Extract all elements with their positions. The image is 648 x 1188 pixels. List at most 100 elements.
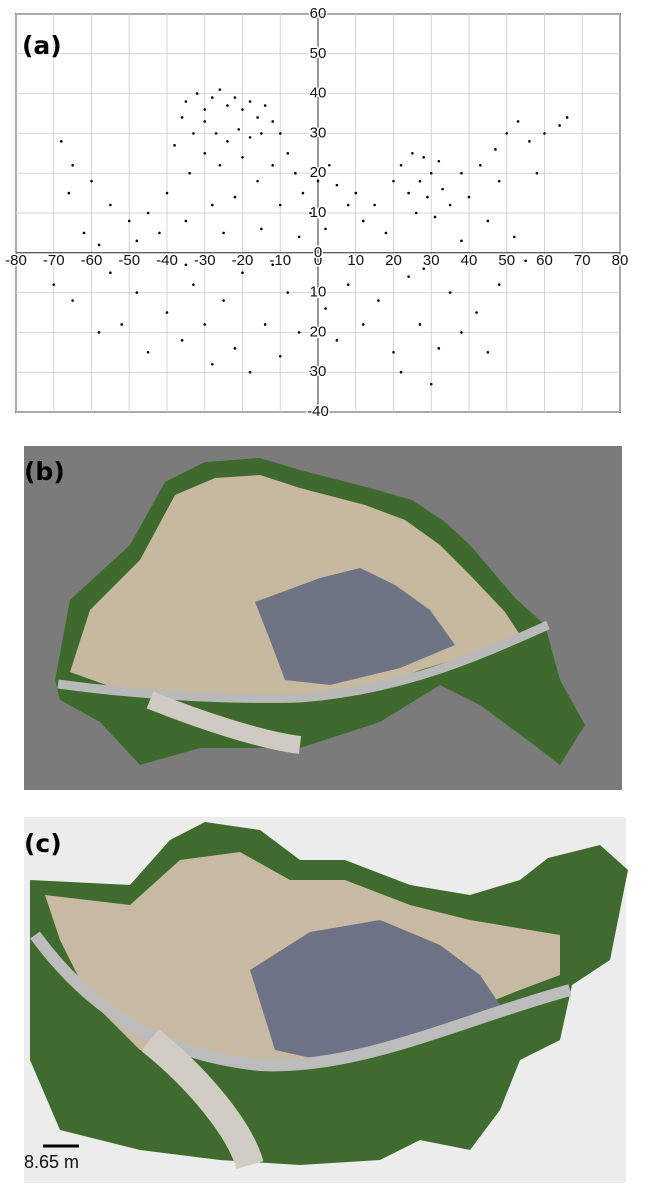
point: [260, 132, 263, 135]
point: [219, 88, 222, 91]
x-tick-label: -60: [81, 252, 103, 269]
x-tick-label: 40: [461, 252, 478, 269]
point: [449, 291, 452, 294]
y-tick-label: 50: [310, 45, 327, 62]
point: [347, 283, 350, 286]
x-tick-label: -40: [156, 252, 178, 269]
y-tick-label: 20: [310, 323, 327, 340]
point: [400, 164, 403, 167]
point: [120, 323, 123, 326]
point: [136, 240, 139, 243]
point: [222, 232, 225, 235]
y-tick-label: 40: [310, 85, 327, 102]
x-tick-label: 10: [347, 252, 364, 269]
point: [181, 339, 184, 342]
point: [347, 204, 350, 207]
y-tick-label: 10: [310, 204, 327, 221]
point: [222, 299, 225, 302]
point: [415, 212, 418, 215]
panel-label: (b): [24, 457, 65, 486]
point: [419, 323, 422, 326]
point: [419, 180, 422, 183]
point: [215, 132, 218, 135]
y-tick-label: 60: [310, 5, 327, 22]
point: [475, 311, 478, 314]
point: [407, 275, 410, 278]
point: [513, 236, 516, 239]
point: [271, 120, 274, 123]
point: [543, 132, 546, 135]
point: [241, 271, 244, 274]
point: [158, 232, 161, 235]
point: [219, 164, 222, 167]
point: [98, 331, 101, 334]
y-tick-label: 0: [314, 244, 322, 261]
point: [324, 228, 327, 231]
point: [185, 220, 188, 223]
point: [249, 136, 252, 139]
x-tick-label: 70: [574, 252, 591, 269]
point: [498, 180, 501, 183]
point: [226, 140, 229, 143]
point: [438, 347, 441, 350]
point: [109, 204, 112, 207]
point: [430, 383, 433, 386]
point: [558, 124, 561, 127]
point: [498, 283, 501, 286]
point: [354, 192, 357, 195]
point: [249, 371, 252, 374]
figure: 8.65 m (b) (c) -80-70-60-50-40-30-20-100…: [0, 0, 648, 1183]
point: [407, 192, 410, 195]
point: [226, 104, 229, 107]
point: [60, 140, 63, 143]
point: [166, 192, 169, 195]
point: [294, 172, 297, 175]
x-tick-label: 60: [536, 252, 553, 269]
point: [109, 271, 112, 274]
point: [237, 128, 240, 131]
point: [147, 212, 150, 215]
point: [71, 164, 74, 167]
y-tick-label: -40: [307, 403, 329, 420]
point: [173, 144, 176, 147]
point: [487, 351, 490, 354]
point: [52, 283, 55, 286]
point: [203, 323, 206, 326]
point: [441, 188, 444, 191]
point: [487, 220, 490, 223]
scale-bar-label: 8.65 m: [24, 1152, 79, 1172]
point: [234, 196, 237, 199]
point: [192, 283, 195, 286]
point: [336, 184, 339, 187]
point: [392, 180, 395, 183]
point: [196, 92, 199, 95]
point: [279, 132, 282, 135]
point: [211, 96, 214, 99]
point: [181, 116, 184, 119]
point: [362, 220, 365, 223]
point: [249, 100, 252, 103]
point: [234, 347, 237, 350]
point: [536, 172, 539, 175]
x-tick-label: -80: [5, 252, 27, 269]
y-tick-label: 20: [310, 164, 327, 181]
point: [479, 164, 482, 167]
point: [434, 216, 437, 219]
point: [411, 152, 414, 155]
point: [287, 152, 290, 155]
point: [324, 307, 327, 310]
point: [528, 140, 531, 143]
point: [287, 291, 290, 294]
point: [298, 331, 301, 334]
point: [336, 339, 339, 342]
point: [166, 311, 169, 314]
point: [203, 152, 206, 155]
panel-label: (a): [22, 31, 62, 60]
y-tick-label: 30: [310, 363, 327, 380]
y-tick-label: 30: [310, 124, 327, 141]
point: [524, 259, 527, 262]
point: [264, 323, 267, 326]
point: [211, 204, 214, 207]
x-tick-label: 20: [385, 252, 402, 269]
